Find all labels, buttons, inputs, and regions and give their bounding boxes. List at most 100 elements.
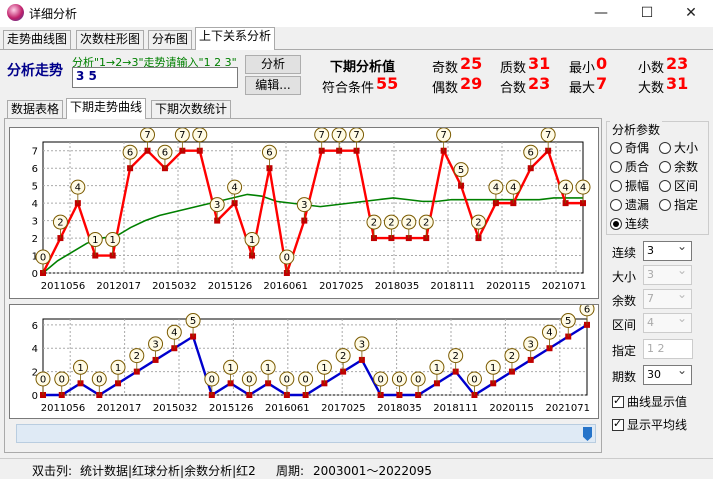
checkbox-show-values[interactable]: 曲线显示值 (612, 393, 687, 410)
value-bubble (192, 127, 208, 143)
tab-next-trend[interactable]: 下期走势曲线 (66, 98, 147, 119)
status-dblclick-value: 统计数据|红球分析|余数分析|红2 (80, 464, 256, 478)
trend-label: 分析走势 (7, 63, 63, 79)
value-bubble (373, 371, 389, 387)
upper-chart-frame: 0 1 2 3 4 5 6 7 2011056 2012017 2015032 2015126 2016… (9, 127, 599, 299)
data-label: 0 (40, 375, 46, 386)
radio-remainder[interactable]: 余数 (659, 158, 698, 175)
data-label: 2 (406, 218, 412, 229)
data-label: 7 (440, 130, 446, 141)
input-hint: 分析"1→2→3"走势请输入"1 2 3" (72, 56, 237, 69)
value-bubble (558, 179, 574, 195)
trend-input[interactable]: 3 5 (72, 67, 238, 88)
tab-data-table[interactable]: 数据表格 (7, 100, 64, 118)
data-label: 1 (92, 235, 98, 246)
data-label: 0 (396, 375, 402, 386)
stat-min-value: 0 (596, 54, 608, 73)
tab-trend-curve[interactable]: 走势曲线图 (3, 30, 72, 49)
value-bubble (436, 127, 452, 143)
data-label: 7 (179, 130, 185, 141)
value-bubble (541, 324, 557, 340)
status-period-label: 周期: (276, 464, 305, 478)
value-bubble (410, 371, 426, 387)
field-label-specified: 指定 (612, 344, 637, 358)
radio-omission[interactable]: 遗漏 (610, 196, 649, 213)
data-label: 7 (319, 130, 325, 141)
match-label: 符合条件 (322, 81, 375, 96)
consecutive-select[interactable]: 3 (643, 239, 692, 261)
x-tick-label: 2020115 (489, 403, 534, 414)
data-label: 1 (265, 363, 271, 374)
x-tick-label: 2017025 (321, 403, 366, 414)
minimize-button[interactable]: — (594, 5, 608, 21)
tab-distribution[interactable]: 分布图 (148, 30, 193, 49)
radio-specified[interactable]: 指定 (659, 196, 698, 213)
edit-button[interactable]: 编辑... (245, 76, 301, 95)
window-title: 详细分析 (29, 7, 78, 21)
specified-input[interactable]: 1 2 (643, 339, 693, 359)
value-bubble (241, 371, 257, 387)
y-tick-label: 6 (32, 321, 38, 332)
data-label: 0 (471, 375, 477, 386)
tab-count-bar[interactable]: 次数柱形图 (76, 30, 145, 49)
data-point (214, 217, 221, 224)
periods-select[interactable]: 30 (643, 363, 692, 385)
data-label: 0 (284, 375, 290, 386)
x-tick-label: 2015126 (209, 403, 254, 414)
radio-indicator (610, 180, 622, 192)
value-bubble (91, 371, 107, 387)
data-label: 7 (144, 130, 150, 141)
radio-odd-even[interactable]: 奇偶 (610, 139, 649, 156)
data-label: 2 (134, 351, 140, 362)
maximize-button[interactable]: ☐ (640, 5, 654, 21)
radio-prime-composite[interactable]: 质合 (610, 158, 649, 175)
radio-indicator (659, 199, 671, 211)
x-tick-label: 2018035 (377, 403, 422, 414)
stat-odd-label: 奇数 (432, 61, 459, 76)
radio-big-small[interactable]: 大小 (659, 139, 698, 156)
stat-min-label: 最小 (569, 61, 596, 76)
data-label: 4 (510, 183, 516, 194)
interval-select[interactable]: 4 (643, 311, 692, 333)
value-bubble (504, 348, 520, 364)
value-bubble (54, 371, 70, 387)
tab-next-count[interactable]: 下期次数统计 (151, 100, 232, 118)
analyze-button[interactable]: 分析 (245, 55, 301, 74)
close-button[interactable]: ✕ (685, 5, 697, 21)
field-label-interval: 区间 (612, 318, 637, 332)
period-scroll-track[interactable] (16, 424, 596, 443)
checkbox-show-average[interactable]: 显示平均线 (612, 416, 687, 433)
value-bubble (429, 359, 445, 375)
x-tick-label: 2018035 (375, 281, 420, 292)
size-select[interactable]: 3 (643, 263, 692, 285)
data-label: 2 (388, 218, 394, 229)
value-bubble (523, 336, 539, 352)
value-bubble (140, 127, 156, 143)
value-bubble (223, 359, 239, 375)
radio-consecutive[interactable]: 连续 (610, 215, 649, 232)
data-label: 1 (249, 235, 255, 246)
match-value: 55 (376, 74, 399, 93)
x-tick-label: 2015032 (152, 281, 197, 292)
radio-amplitude[interactable]: 振幅 (610, 177, 649, 194)
field-label-remainder: 余数 (612, 294, 637, 308)
x-tick-label: 2015032 (153, 403, 198, 414)
radio-interval[interactable]: 区间 (659, 177, 698, 194)
status-bar (0, 458, 713, 478)
x-tick-label: 2017025 (319, 281, 364, 292)
value-bubble (523, 144, 539, 160)
field-label-size: 大小 (612, 270, 637, 284)
y-tick-label: 0 (32, 269, 38, 280)
value-bubble (35, 371, 51, 387)
value-bubble (204, 371, 220, 387)
stat-odd-value: 25 (460, 54, 483, 73)
data-point (458, 182, 465, 189)
data-label: 2 (57, 218, 63, 229)
remainder-select[interactable]: 7 (643, 287, 692, 309)
data-label: 0 (284, 253, 290, 264)
value-bubble (448, 348, 464, 364)
period-scroll-thumb[interactable] (583, 427, 592, 441)
data-label: 4 (562, 183, 568, 194)
radio-indicator (659, 161, 671, 173)
tab-relation-analysis[interactable]: 上下关系分析 (195, 27, 276, 50)
